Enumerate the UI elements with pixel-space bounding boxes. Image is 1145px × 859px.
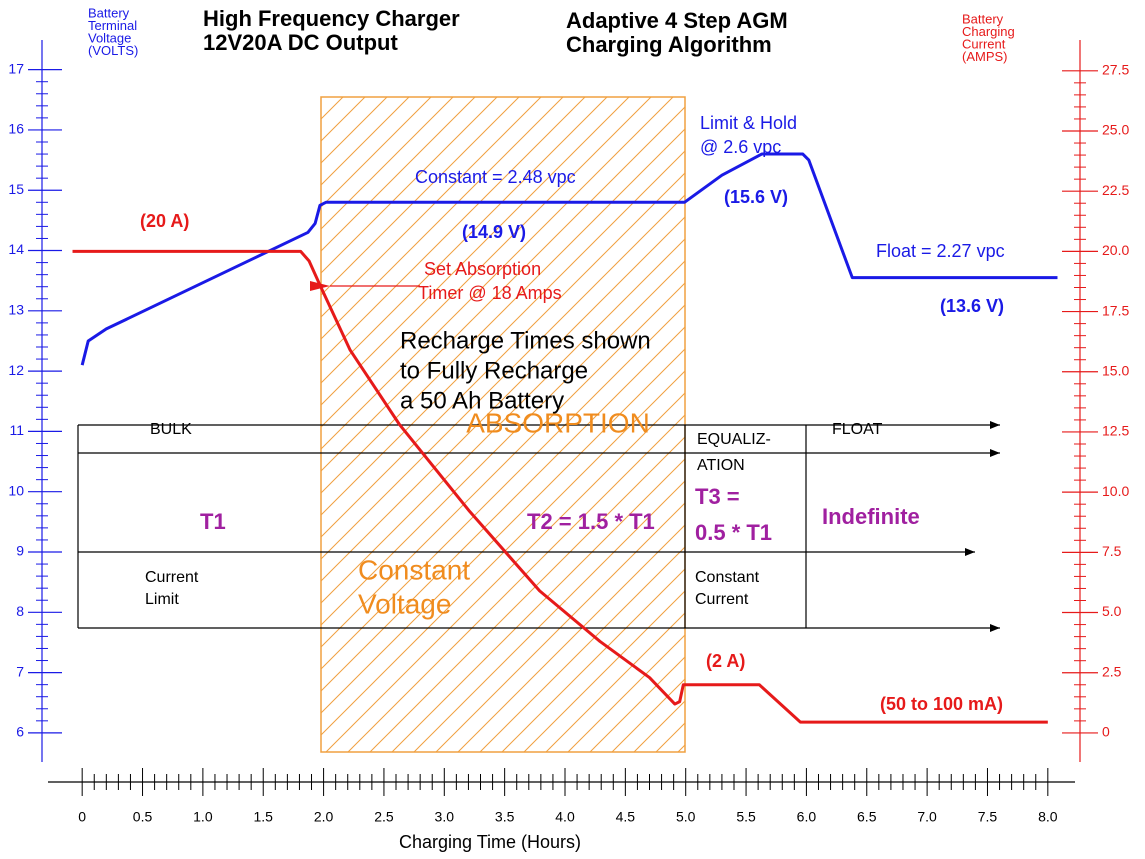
y-axis-label: Terminal [88, 18, 137, 33]
annotation: Recharge Times shown [400, 327, 651, 354]
annotation: to Fully Recharge [400, 357, 588, 384]
x-tick-label: 8.0 [1038, 809, 1058, 825]
y-axis-label: Voltage [88, 30, 131, 45]
y-axis-label: Battery [88, 5, 130, 20]
x-tick-label: 5.5 [736, 809, 756, 825]
y-tick-label: 16 [8, 121, 24, 137]
y-tick-label: 7 [16, 663, 24, 679]
x-tick-label: 3.5 [495, 809, 515, 825]
x-tick-label: 2.0 [314, 809, 334, 825]
y2-tick-label: 25.0 [1102, 122, 1129, 138]
y2-tick-label: 0 [1102, 724, 1110, 740]
phase-duration: T3 = [695, 484, 740, 509]
annotation: (13.6 V) [940, 296, 1004, 316]
x-tick-label: 7.5 [978, 809, 998, 825]
annotation: Timer @ 18 Amps [418, 283, 562, 303]
chart-title: 12V20A DC Output [203, 30, 398, 55]
y2-tick-label: 7.5 [1102, 543, 1122, 559]
chart-subtitle: Adaptive 4 Step AGM [566, 8, 788, 33]
phase-name: FLOAT [832, 421, 883, 438]
annotation: Limit & Hold [700, 113, 797, 133]
annotation: (2 A) [706, 651, 745, 671]
phase-mode: Current [145, 569, 199, 586]
y2-tick-label: 20.0 [1102, 242, 1129, 258]
annotation: (50 to 100 mA) [880, 694, 1003, 714]
y2-axis-label: Charging [962, 24, 1015, 39]
series-line [80, 152, 1058, 366]
chart-subtitle: Charging Algorithm [566, 32, 772, 57]
y2-tick-label: 2.5 [1102, 663, 1122, 679]
phase-mode: Voltage [358, 588, 451, 619]
x-tick-label: 6.0 [797, 809, 817, 825]
y2-axis-label: Current [962, 36, 1006, 51]
x-tick-label: 6.5 [857, 809, 877, 825]
phase-name: EQUALIZ- [697, 431, 771, 448]
x-axis-label: Charging Time (Hours) [399, 832, 581, 852]
phase-mode: Current [695, 591, 749, 608]
x-tick-label: 1.5 [254, 809, 274, 825]
y2-tick-label: 10.0 [1102, 483, 1129, 499]
y2-axis-label: Battery [962, 11, 1004, 26]
annotation: Set Absorption [424, 259, 541, 279]
y-tick-label: 8 [16, 603, 24, 619]
phase-mode: Limit [145, 591, 179, 608]
y-tick-label: 14 [8, 241, 24, 257]
series-line [72, 249, 1048, 724]
annotation: (14.9 V) [462, 222, 526, 242]
annotation: (15.6 V) [724, 187, 788, 207]
y2-tick-label: 5.0 [1102, 603, 1122, 619]
phase-mode: Constant [358, 554, 470, 585]
y2-tick-label: 22.5 [1102, 182, 1129, 198]
x-tick-label: 2.5 [374, 809, 394, 825]
y-tick-label: 11 [9, 422, 24, 438]
phase-duration: Indefinite [822, 504, 920, 529]
phase-name: BULK [150, 421, 192, 438]
y-tick-label: 12 [8, 362, 24, 378]
y-axis-label: (VOLTS) [88, 43, 138, 58]
x-tick-label: 1.0 [193, 809, 213, 825]
x-tick-label: 0.5 [133, 809, 153, 825]
x-tick-label: 7.0 [917, 809, 937, 825]
phase-name: ATION [697, 457, 745, 474]
x-tick-label: 3.0 [435, 809, 455, 825]
x-tick-label: 0 [78, 809, 86, 825]
y-tick-label: 15 [8, 181, 24, 197]
phase-table [77, 421, 1000, 632]
annotation: @ 2.6 vpc [700, 137, 781, 157]
y-tick-label: 6 [16, 724, 24, 740]
y2-tick-label: 12.5 [1102, 423, 1129, 439]
phase-duration: T1 [200, 509, 226, 534]
annotation: a 50 Ah Battery [400, 387, 564, 414]
phase-mode: Constant [695, 569, 760, 586]
y-tick-label: 9 [16, 543, 24, 559]
x-tick-label: 4.0 [555, 809, 575, 825]
x-tick-label: 4.5 [616, 809, 636, 825]
phase-name: ABSORPTION [466, 407, 650, 438]
annotation: Float = 2.27 vpc [876, 241, 1005, 261]
y-tick-label: 17 [8, 60, 24, 76]
y2-tick-label: 17.5 [1102, 302, 1129, 318]
x-tick-label: 5.0 [676, 809, 696, 825]
y-tick-label: 13 [8, 302, 24, 318]
y2-axis-label: (AMPS) [962, 49, 1008, 64]
annotation: Constant = 2.48 vpc [415, 167, 576, 187]
y-tick-label: 10 [8, 482, 24, 498]
phase-duration: 0.5 * T1 [695, 520, 772, 545]
y2-tick-label: 15.0 [1102, 362, 1129, 378]
annotation: (20 A) [140, 211, 189, 231]
chart-title: High Frequency Charger [203, 6, 460, 31]
phase-duration: T2 = 1.5 * T1 [527, 509, 655, 534]
y2-tick-label: 27.5 [1102, 62, 1129, 78]
